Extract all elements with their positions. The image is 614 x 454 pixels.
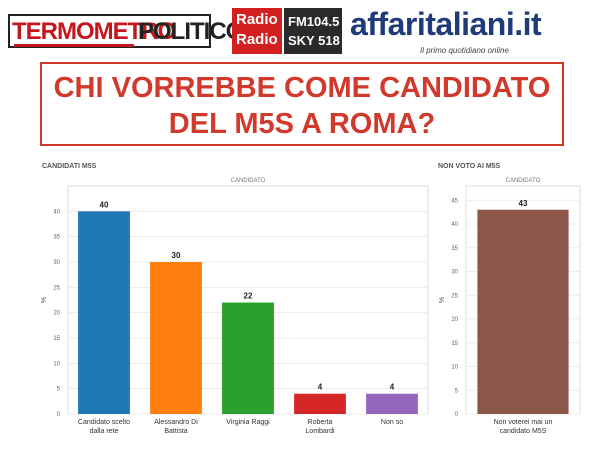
logo-text-part1: TERMOMETRO xyxy=(12,18,176,45)
panel-label-candidates: CANDIDATI M5S xyxy=(42,163,97,170)
category-label: Roberta Lombardi xyxy=(305,419,335,435)
legend-title: CANDIDATO xyxy=(231,178,266,184)
category-label: Non so xyxy=(381,419,403,426)
affaritaliani-tagline: Il primo quotidiano online xyxy=(420,46,509,55)
radio-sky-channel: SKY 518 xyxy=(288,33,340,48)
y-tick-label: 10 xyxy=(451,365,458,371)
question-title-box: CHI VORREBBE COME CANDIDATO DEL M5S A RO… xyxy=(40,62,564,146)
logo-text-part2: POLITICO xyxy=(138,18,244,45)
bar-value-label: 40 xyxy=(100,200,109,209)
radio-line1: Radio xyxy=(236,11,278,28)
radio-frequency: FM104.5 xyxy=(288,14,340,29)
y-tick-label: 35 xyxy=(451,246,458,252)
affaritaliani-name: affaritaliani.it xyxy=(350,6,542,42)
y-tick-label: 10 xyxy=(53,361,60,367)
candidates-bar-chart: CANDIDATO% 0 5 10 15 20 25 30 35 40 40 Candidato sc… xyxy=(41,178,429,435)
title-line1: CHI VORREBBE COME CANDIDATO xyxy=(53,72,551,104)
y-tick-label: 0 xyxy=(455,412,459,418)
y-tick-label: 30 xyxy=(451,270,458,276)
y-tick-label: 25 xyxy=(451,293,458,299)
bar-value-label: 4 xyxy=(318,383,323,392)
bar xyxy=(294,393,346,414)
y-tick-label: 5 xyxy=(57,387,61,393)
bar-value-label: 4 xyxy=(390,383,395,392)
y-tick-label: 40 xyxy=(53,209,60,215)
y-tick-label: 15 xyxy=(451,341,458,347)
y-axis-label: % xyxy=(41,297,48,303)
bar-value-label: 43 xyxy=(519,199,528,208)
category-label: Virginia Raggi xyxy=(226,419,270,426)
y-tick-label: 30 xyxy=(53,260,60,266)
y-tick-label: 0 xyxy=(57,412,61,418)
title-line2: DEL M5S A ROMA? xyxy=(168,108,436,140)
category-label: Candidato scelto dalla rete xyxy=(78,419,130,435)
affaritaliani-logo: affaritaliani.it Il primo quotidiano onl… xyxy=(350,6,610,56)
bar xyxy=(150,262,202,414)
bar xyxy=(78,211,130,414)
y-tick-label: 15 xyxy=(53,336,60,342)
y-tick-label: 5 xyxy=(455,388,459,394)
category-label: Non voterei mai un candidato M5S xyxy=(494,419,553,435)
y-tick-label: 40 xyxy=(451,222,458,228)
radio-radio-mark: Radio Radio xyxy=(232,8,282,54)
y-tick-label: 35 xyxy=(53,235,60,241)
category-label: Alessandro Di Battista xyxy=(154,419,198,435)
bar xyxy=(366,393,418,414)
panel-label-no-vote: NON VOTO AI M5S xyxy=(438,163,501,170)
y-tick-label: 25 xyxy=(53,285,60,291)
bar-value-label: 30 xyxy=(172,251,181,260)
y-tick-label: 20 xyxy=(53,311,60,317)
y-axis-label: % xyxy=(439,297,446,303)
legend-title: CANDIDATO xyxy=(506,178,541,184)
radio-radio-logo: Radio Radio FM104.5 SKY 518 xyxy=(232,8,342,54)
radio-frequency-box: FM104.5 SKY 518 xyxy=(284,8,342,54)
termometro-politico-logo: TERMOMETRO POLITICO xyxy=(8,8,244,52)
no-vote-bar-chart: CANDIDATO% 0 5 10 15 20 25 30 35 40 45 43 Non votere… xyxy=(439,178,581,435)
bar xyxy=(477,209,569,414)
bar xyxy=(222,302,274,414)
y-tick-label: 20 xyxy=(451,317,458,323)
bar-value-label: 22 xyxy=(244,292,253,301)
radio-line2: Radio xyxy=(236,31,278,48)
y-tick-label: 45 xyxy=(451,198,458,204)
